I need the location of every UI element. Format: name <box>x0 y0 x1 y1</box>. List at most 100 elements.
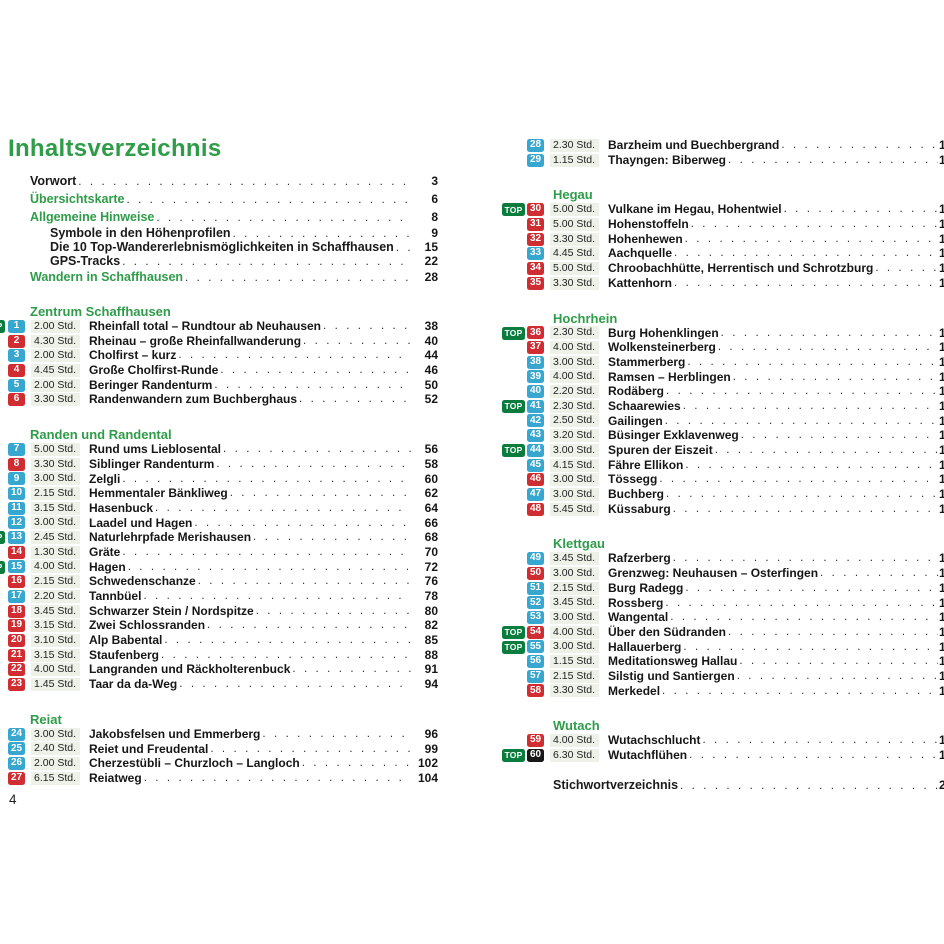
toc-route-row: 17 2.20 Std. Tannbüel 78 <box>8 589 438 604</box>
route-duration: 3.00 Std. <box>550 640 599 654</box>
route-page-number: 1 <box>939 152 944 167</box>
route-title: Spuren der Eiszeit <box>608 443 713 457</box>
leader-dots <box>198 574 411 589</box>
route-title: Zelgli <box>89 471 121 486</box>
toc-route-row: 27 6.15 Std. Reiatweg 104 <box>8 771 438 786</box>
toc-route-row: 50 3.00 Std. Grenzweg: Neuhausen – Osterfi… <box>503 566 944 581</box>
route-number-badge: 56 <box>527 655 544 669</box>
front-matter-list: Vorwort 3 Übersichtskarte 6 Allgemeine Hinwe… <box>8 172 438 286</box>
leader-dots <box>143 589 411 604</box>
route-title: Tannbüel <box>89 589 142 603</box>
leader-dots <box>715 443 938 458</box>
toc-route-row: 53 3.00 Std. Wangental 1 <box>503 610 944 625</box>
route-duration: 2.15 Std. <box>31 487 80 501</box>
route-title: Rund ums Lieblosental <box>89 442 222 457</box>
toc-section: Reiat 24 3.00 Std. Jakobsfelsen und Emmerbe… <box>8 712 438 786</box>
route-duration: 4.00 Std. <box>550 370 599 384</box>
route-number-badge: 58 <box>527 684 544 698</box>
toc-route-row: 33 4.45 Std. Aachquelle 1 <box>503 246 944 261</box>
route-number-badge: 53 <box>527 611 544 625</box>
route-number-badge: 39 <box>527 370 544 384</box>
route-duration: 3.00 Std. <box>550 355 599 369</box>
route-title: Wangental <box>608 610 669 625</box>
front-matter-row: GPS-Tracks 22 <box>50 254 438 268</box>
route-duration: 1.15 Std. <box>550 153 599 167</box>
route-page-number: 91 <box>424 662 438 677</box>
route-number-badge: 45 <box>527 458 544 472</box>
toc-route-row: TOP 30 5.00 Std. Vulkane im Hegau, Hohentwi… <box>502 202 944 217</box>
route-number-badge: 57 <box>527 669 544 683</box>
toc-route-row: 10 2.15 Std. Hemmentaler Bänkliweg 62 <box>8 486 438 501</box>
toc-route-row: 38 3.00 Std. Stammerberg 1 <box>503 355 944 370</box>
route-number-badge: 36 <box>527 326 544 340</box>
toc-route-row: 59 4.00 Std. Wutachschlucht 1 <box>503 733 944 748</box>
leader-dots <box>303 334 411 349</box>
top-badge: TOP <box>502 444 525 457</box>
toc-route-row: 24 3.00 Std. Jakobsfelsen und Emmerberg 96 <box>8 727 438 742</box>
leader-dots <box>689 748 938 763</box>
route-duration: 3.30 Std. <box>31 393 80 407</box>
route-duration: 2.30 Std. <box>550 326 599 340</box>
route-page-number: 85 <box>424 633 438 648</box>
route-page-number: 62 <box>424 486 438 501</box>
route-page-number: 1 <box>939 443 944 457</box>
leader-dots <box>728 625 938 640</box>
route-number-badge: 51 <box>527 581 544 595</box>
route-page-number: 1 <box>939 413 944 428</box>
route-number-badge: 37 <box>527 341 544 355</box>
route-duration: 3.00 Std. <box>550 443 599 457</box>
route-number-badge: 47 <box>527 487 544 501</box>
route-duration: 5.00 Std. <box>550 217 599 231</box>
route-duration: 4.45 Std. <box>31 363 80 377</box>
leader-dots <box>665 596 938 611</box>
leader-dots <box>78 173 411 191</box>
toc-route-row: 19 3.15 Std. Zwei Schlossranden 82 <box>8 618 438 633</box>
section-header: Hegau <box>553 187 593 203</box>
route-title: Hohenhewen <box>608 231 683 246</box>
route-number-badge: 12 <box>8 516 25 530</box>
route-page-number: 1 <box>939 261 944 276</box>
toc-route-row: 7 5.00 Std. Rund ums Lieblosental 56 <box>8 442 438 457</box>
route-page-number: 38 <box>424 319 438 333</box>
route-page-number: 102 <box>417 756 438 771</box>
leader-dots <box>670 610 938 625</box>
route-duration: 5.00 Std. <box>550 261 599 275</box>
route-page-number: 104 <box>417 770 438 785</box>
front-matter-page-number: 3 <box>431 174 438 188</box>
leader-dots <box>262 727 411 742</box>
leader-dots <box>122 545 411 560</box>
route-page-number: 1 <box>939 340 944 355</box>
route-duration: 3.00 Std. <box>31 727 80 741</box>
route-title: Naturlehrpfade Merishausen <box>89 530 252 545</box>
route-duration: 3.00 Std. <box>550 566 599 580</box>
route-duration: 6.30 Std. <box>550 748 599 762</box>
route-title: Hemmentaler Bänkliweg <box>89 486 228 501</box>
route-title: Wutachschlucht <box>608 733 701 748</box>
route-title: Burg Hohenklingen <box>608 325 719 340</box>
route-duration: 2.30 Std. <box>550 399 599 413</box>
top-badge: TOP <box>0 560 5 574</box>
leader-dots <box>214 378 411 393</box>
route-number-badge: 8 <box>8 457 25 471</box>
route-title: Küssaburg <box>608 501 671 516</box>
route-duration: 2.00 Std. <box>31 757 80 771</box>
route-page-number: 66 <box>424 515 438 530</box>
leader-dots <box>156 209 411 227</box>
route-page-number: 1 <box>939 325 944 340</box>
index-entry-page-number: 2 <box>939 777 944 792</box>
toc-route-row: 52 3.45 Std. Rossberg 1 <box>503 596 944 611</box>
route-number-badge: 4 <box>8 363 25 377</box>
route-title: Hasenbuck <box>89 500 154 515</box>
toc-route-row: 16 2.15 Std. Schwedenschanze 76 <box>8 574 438 589</box>
route-page-number: 99 <box>424 741 438 756</box>
route-number-badge: 27 <box>8 771 25 785</box>
route-page-number: 1 <box>939 354 944 369</box>
route-duration: 2.45 Std. <box>31 531 80 545</box>
leader-dots <box>299 392 411 407</box>
leader-dots <box>784 202 938 217</box>
route-duration: 2.15 Std. <box>31 575 80 589</box>
toc-route-row: 48 5.45 Std. Küssaburg 1 <box>503 502 944 517</box>
toc-route-row: 12 3.00 Std. Laadel und Hagen 66 <box>8 516 438 531</box>
